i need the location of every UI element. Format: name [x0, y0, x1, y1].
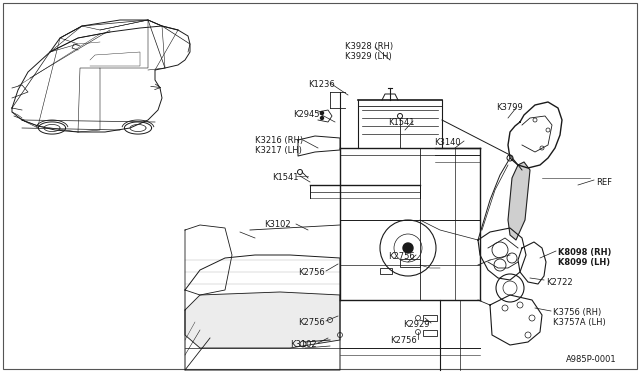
Text: K1236: K1236 — [308, 80, 335, 89]
Bar — [400, 259, 420, 267]
Text: K3799: K3799 — [496, 103, 523, 112]
Text: K3929 (LH): K3929 (LH) — [345, 52, 392, 61]
Text: K3757A (LH): K3757A (LH) — [553, 318, 605, 327]
Text: K8098 (RH): K8098 (RH) — [558, 248, 611, 257]
Text: K1541: K1541 — [388, 118, 415, 127]
Text: K2929: K2929 — [403, 320, 429, 329]
Text: K3216 (RH): K3216 (RH) — [255, 136, 303, 145]
Text: K2756: K2756 — [388, 252, 415, 261]
Text: A985P-0001: A985P-0001 — [566, 355, 616, 364]
Text: K3756 (RH): K3756 (RH) — [553, 308, 601, 317]
Bar — [380, 268, 392, 274]
Text: K3928 (RH): K3928 (RH) — [345, 42, 393, 51]
Text: K2945: K2945 — [293, 110, 319, 119]
Text: K8099 (LH): K8099 (LH) — [558, 258, 610, 267]
Text: K3140: K3140 — [434, 138, 461, 147]
Text: REF: REF — [596, 178, 612, 187]
Bar — [423, 330, 437, 336]
Bar — [423, 315, 437, 321]
Circle shape — [321, 112, 323, 115]
Text: K3102: K3102 — [264, 220, 291, 229]
Text: K3217 (LH): K3217 (LH) — [255, 146, 302, 155]
Polygon shape — [508, 162, 530, 240]
Circle shape — [403, 243, 413, 253]
Polygon shape — [185, 292, 340, 348]
Text: K3102: K3102 — [290, 340, 317, 349]
Text: K2756: K2756 — [298, 318, 324, 327]
Text: K2722: K2722 — [546, 278, 573, 287]
Text: K1541: K1541 — [272, 173, 298, 182]
Circle shape — [321, 116, 323, 119]
Text: K2756: K2756 — [390, 336, 417, 345]
Text: K2756: K2756 — [298, 268, 324, 277]
